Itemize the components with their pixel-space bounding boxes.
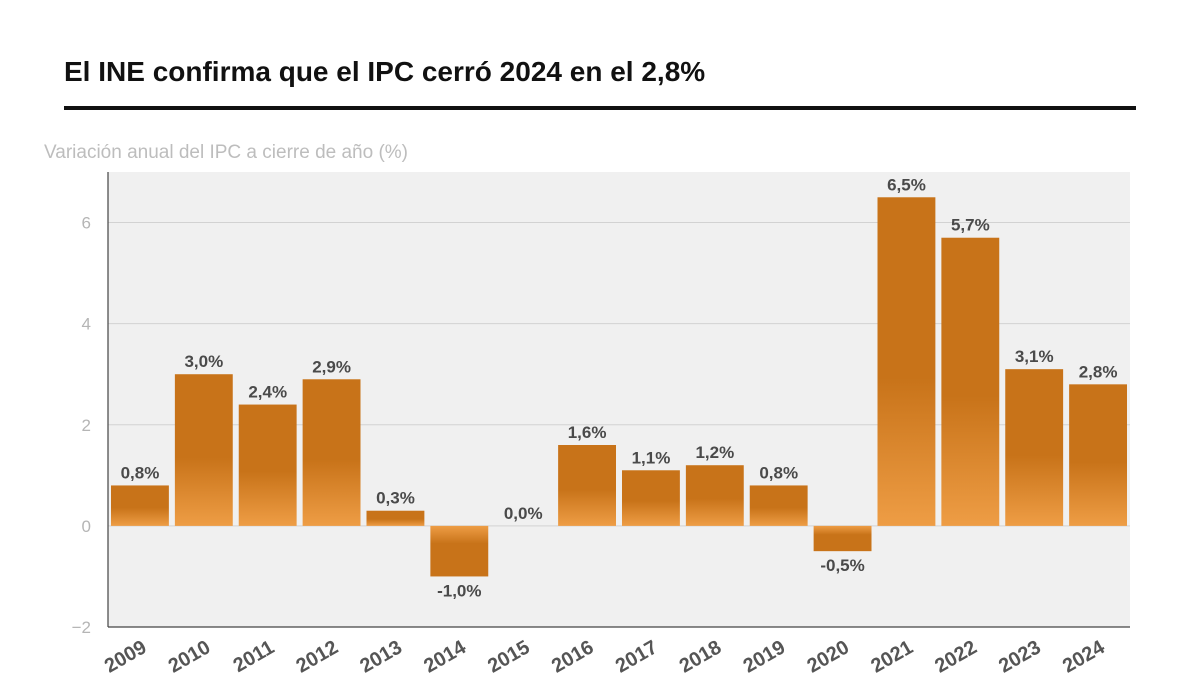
bar-2011 [238, 404, 297, 526]
data-label-2010: 3,0% [184, 352, 223, 371]
x-tick-label-2016: 2016 [548, 636, 598, 675]
data-label-2015: 0,0% [504, 504, 543, 523]
x-tick-label-2021: 2021 [867, 636, 917, 675]
x-tick-label-2024: 2024 [1059, 636, 1109, 675]
bar-2010 [174, 374, 233, 526]
data-label-2020: -0,5% [820, 556, 864, 575]
y-tick-label: 6 [82, 214, 91, 233]
bar-2014 [430, 525, 489, 577]
y-tick-label: 4 [82, 315, 91, 334]
title-rule [64, 106, 1136, 110]
x-tick-label-2018: 2018 [676, 636, 726, 675]
bar-2012 [302, 379, 361, 526]
x-tick-label-2015: 2015 [484, 636, 534, 675]
x-tick-label-2022: 2022 [931, 636, 981, 675]
bar-2019 [749, 485, 808, 526]
data-label-2011: 2,4% [248, 383, 287, 402]
x-tick-label-2017: 2017 [612, 636, 662, 675]
x-tick-label-2012: 2012 [293, 636, 343, 675]
bar-2024 [1069, 384, 1127, 526]
x-tick-label-2013: 2013 [356, 636, 406, 675]
data-label-2023: 3,1% [1015, 347, 1054, 366]
data-label-2013: 0,3% [376, 489, 415, 508]
x-tick-label-2020: 2020 [804, 636, 854, 675]
data-label-2014: -1,0% [437, 581, 481, 600]
bar-2013 [366, 510, 425, 526]
y-tick-label: 0 [82, 517, 91, 536]
data-label-2009: 0,8% [121, 463, 160, 482]
x-tick-label-2011: 2011 [230, 636, 279, 675]
bar-2022 [941, 237, 1000, 526]
data-label-2018: 1,2% [695, 443, 734, 462]
chart-title: El INE confirma que el IPC cerró 2024 en… [64, 56, 706, 87]
bar-2023 [1005, 369, 1064, 526]
y-tick-label: −2 [72, 618, 91, 637]
chart-subtitle: Variación anual del IPC a cierre de año … [44, 142, 409, 163]
x-tick-label-2023: 2023 [995, 636, 1045, 675]
data-label-2012: 2,9% [312, 357, 351, 376]
bar-2018 [685, 465, 744, 526]
data-label-2019: 0,8% [759, 463, 798, 482]
x-tick-label-2019: 2019 [740, 636, 790, 675]
data-label-2017: 1,1% [632, 448, 671, 467]
x-tick-label-2014: 2014 [420, 636, 470, 675]
bar-2009 [111, 485, 169, 526]
data-label-2024: 2,8% [1079, 362, 1118, 381]
data-label-2022: 5,7% [951, 216, 990, 235]
bar-2016 [558, 445, 616, 526]
data-label-2021: 6,5% [887, 175, 926, 194]
bar-2020 [813, 525, 872, 552]
bar-2021 [877, 197, 936, 526]
bar-2017 [622, 470, 680, 526]
y-tick-label: 2 [82, 416, 91, 435]
data-label-2016: 1,6% [568, 423, 607, 442]
x-tick-label-2010: 2010 [165, 636, 215, 675]
x-tick-label-2009: 2009 [101, 636, 151, 675]
